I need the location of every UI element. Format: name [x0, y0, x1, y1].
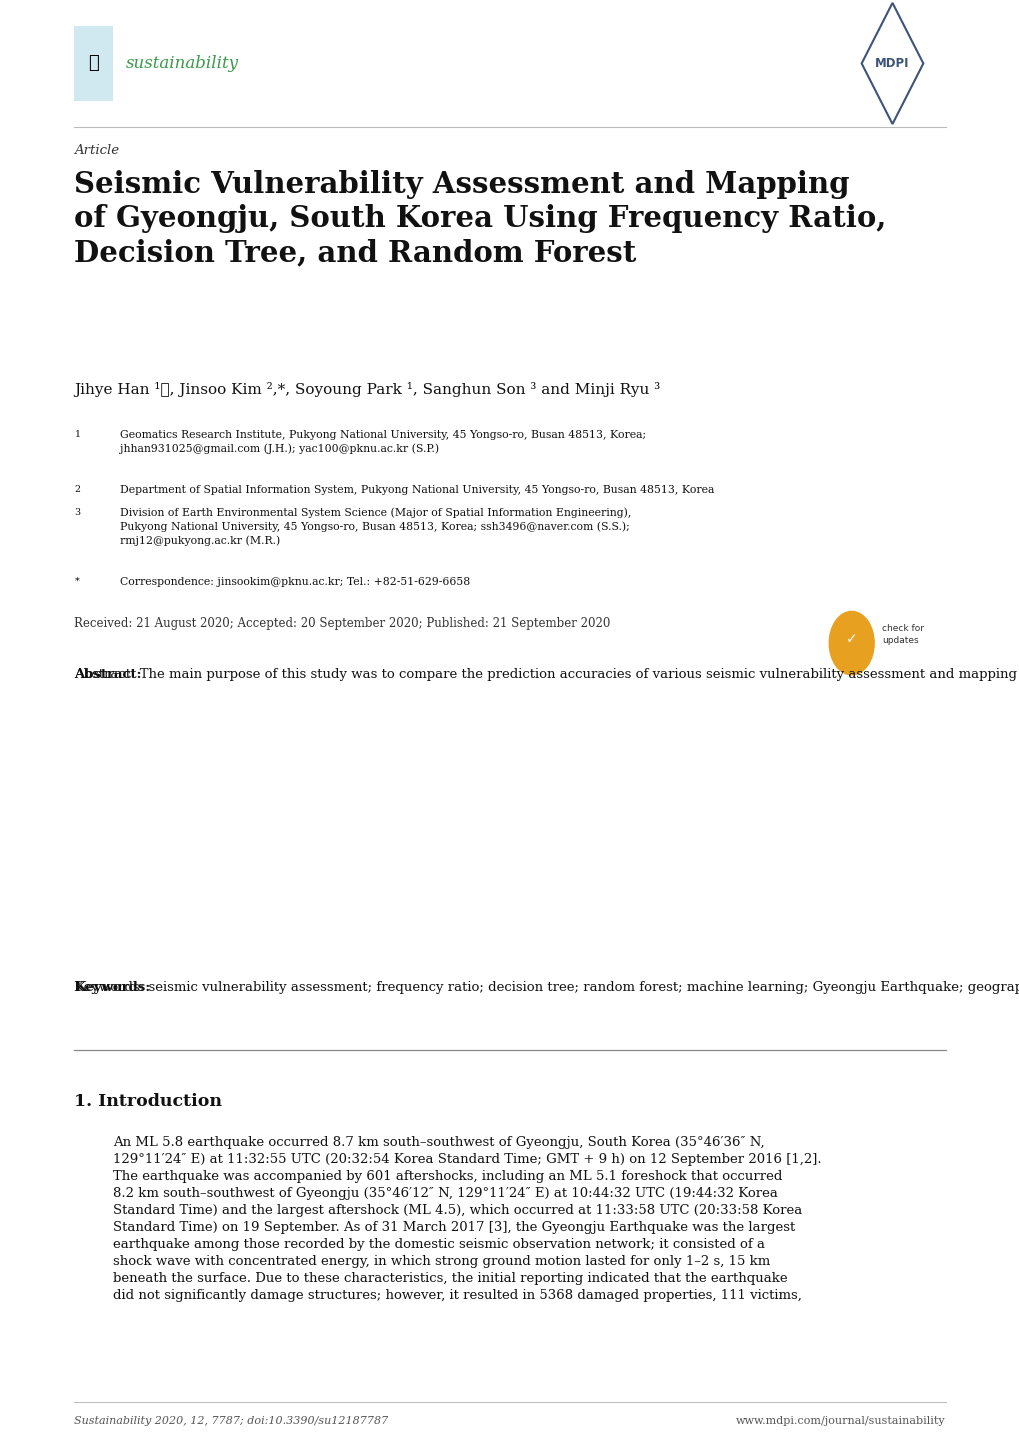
Text: Article: Article	[74, 144, 119, 157]
Text: Seismic Vulnerability Assessment and Mapping
of Gyeongju, South Korea Using Freq: Seismic Vulnerability Assessment and Map…	[74, 170, 886, 267]
Text: www.mdpi.com/journal/sustainability: www.mdpi.com/journal/sustainability	[735, 1416, 945, 1426]
Text: Sustainability 2020, 12, 7787; doi:10.3390/su12187787: Sustainability 2020, 12, 7787; doi:10.33…	[74, 1416, 388, 1426]
FancyBboxPatch shape	[74, 26, 113, 101]
Text: check for
updates: check for updates	[881, 624, 923, 645]
Text: Keywords: seismic vulnerability assessment; frequency ratio; decision tree; rand: Keywords: seismic vulnerability assessme…	[74, 981, 1019, 994]
Text: Geomatics Research Institute, Pukyong National University, 45 Yongso-ro, Busan 4: Geomatics Research Institute, Pukyong Na…	[120, 430, 646, 454]
Text: An ML 5.8 earthquake occurred 8.7 km south–southwest of Gyeongju, South Korea (3: An ML 5.8 earthquake occurred 8.7 km sou…	[113, 1136, 821, 1302]
Text: Abstract:: Abstract:	[74, 668, 142, 681]
Text: Received: 21 August 2020; Accepted: 20 September 2020; Published: 21 September 2: Received: 21 August 2020; Accepted: 20 S…	[74, 617, 610, 630]
Text: 1. Introduction: 1. Introduction	[74, 1093, 222, 1110]
Text: Division of Earth Environmental System Science (Major of Spatial Information Eng: Division of Earth Environmental System S…	[120, 508, 631, 545]
Text: 3: 3	[74, 508, 81, 516]
Text: 1: 1	[74, 430, 81, 438]
Text: 2: 2	[74, 485, 81, 493]
Text: Department of Spatial Information System, Pukyong National University, 45 Yongso: Department of Spatial Information System…	[120, 485, 714, 495]
Text: ✓: ✓	[845, 632, 857, 646]
Polygon shape	[861, 3, 922, 124]
Text: Correspondence: jinsookim@pknu.ac.kr; Tel.: +82-51-629-6658: Correspondence: jinsookim@pknu.ac.kr; Te…	[120, 577, 470, 587]
Circle shape	[828, 611, 873, 675]
Text: Jihye Han ¹ⓘ, Jinsoo Kim ²,*, Soyoung Park ¹, Sanghun Son ³ and Minji Ryu ³: Jihye Han ¹ⓘ, Jinsoo Kim ²,*, Soyoung Pa…	[74, 382, 660, 397]
Text: Abstract: The main purpose of this study was to compare the prediction accuracie: Abstract: The main purpose of this study…	[74, 668, 1019, 681]
Text: *: *	[74, 577, 79, 585]
Text: sustainability: sustainability	[125, 55, 238, 72]
Text: 🌿: 🌿	[89, 55, 99, 72]
Text: MDPI: MDPI	[874, 56, 909, 71]
Text: Keywords:: Keywords:	[74, 981, 151, 994]
